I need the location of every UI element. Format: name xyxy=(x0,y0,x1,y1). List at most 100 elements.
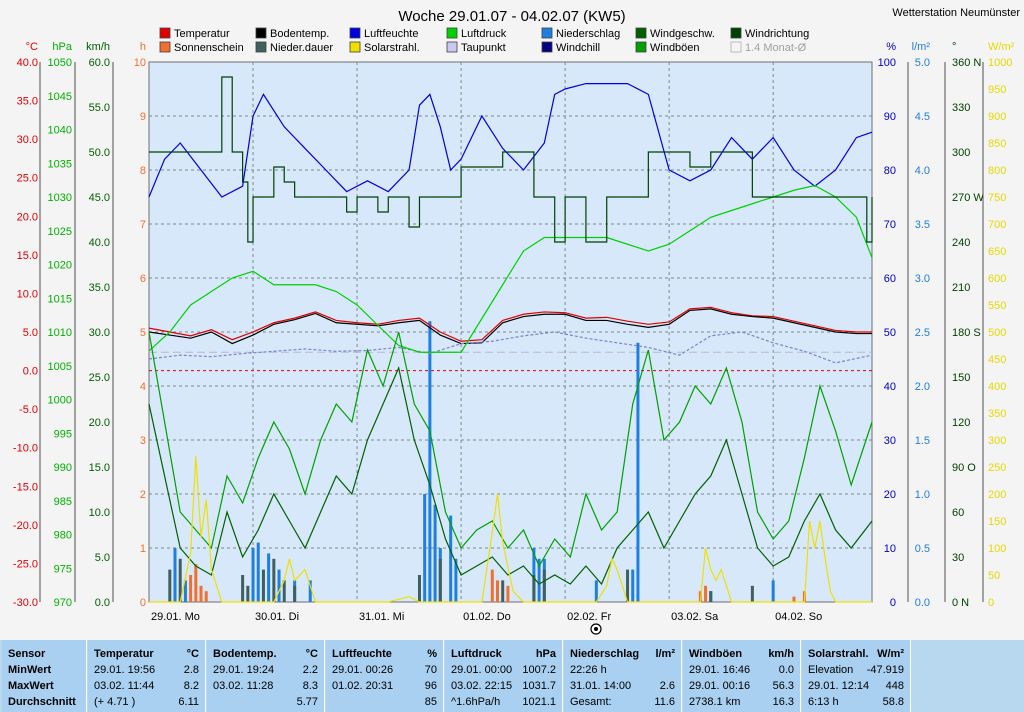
stats-sensor: Windböen xyxy=(689,648,743,660)
stats-header: Solarstrahl. W/m² xyxy=(808,646,904,662)
marker-dot xyxy=(594,627,598,631)
bar xyxy=(168,569,172,602)
axis-tick-label: 240 xyxy=(952,237,970,249)
bar xyxy=(194,564,198,602)
legend-swatch xyxy=(446,27,458,39)
stats-row: Elevation -47.919 xyxy=(808,662,904,678)
stats-cell-value: 11.6 xyxy=(654,696,675,708)
bar xyxy=(251,548,255,602)
axis-tick-label: 1010 xyxy=(48,327,72,339)
legend-swatch xyxy=(159,41,171,53)
axis-unit: h xyxy=(140,41,146,53)
legend-label: Windgeschw. xyxy=(650,28,715,40)
stats-header: Luftfeuchte% xyxy=(332,646,437,662)
stats-header: Temperatur °C xyxy=(94,646,199,662)
axis-tick-label: 1035 xyxy=(48,158,72,170)
stats-cell-value: 16.3 xyxy=(772,696,794,708)
legend-swatch xyxy=(541,41,553,53)
axis-tick-label: 25.0 xyxy=(17,173,38,185)
axis-tick-label: 500 xyxy=(988,327,1006,339)
bar xyxy=(433,504,437,602)
legend-swatch xyxy=(159,27,171,39)
stats-sensor: Sensor xyxy=(8,648,46,660)
stats-cell-value: 96 xyxy=(424,680,437,692)
axis-tick-label: 50 xyxy=(988,570,1000,582)
bar xyxy=(423,494,427,602)
axis-tick-label: 10.0 xyxy=(89,507,110,519)
stats-cell-value: 0.0 xyxy=(778,664,794,676)
stats-cell-value: 58.8 xyxy=(882,696,904,708)
axis-tick-label: 10 xyxy=(134,57,146,69)
stats-cell-label: (+ 4.71 ) xyxy=(94,696,136,708)
stats-row: ^1.6hPa/h 1021.1 xyxy=(451,694,556,710)
stats-cell-value: 2.6 xyxy=(659,680,675,692)
axis-tick-label: 1 xyxy=(140,543,146,555)
stats-row: 22:26 h xyxy=(570,662,675,678)
bar xyxy=(199,585,203,602)
axis-tick-label: 360 N xyxy=(952,57,981,69)
legend-label: Temperatur xyxy=(174,28,230,40)
axis-tick-label: 1015 xyxy=(48,293,72,305)
bar xyxy=(709,591,713,602)
axis-tick-label: 800 xyxy=(988,165,1006,177)
bar xyxy=(267,553,271,602)
axis-tick-label: 4 xyxy=(140,381,146,393)
axis-tick-label: 55.0 xyxy=(89,102,110,114)
axis-tick-label: 0 xyxy=(140,597,146,609)
legend-swatch xyxy=(255,27,267,39)
legend-item: 1.4 Monat-Ø xyxy=(730,41,807,54)
axis-tick-label: 30.0 xyxy=(89,327,110,339)
legend-label: Sonnenschein xyxy=(174,42,244,54)
stats-cell-label: 29.01. 19:56 xyxy=(94,664,156,676)
axis-tick-label: 1005 xyxy=(48,361,72,373)
axis-tick-label: 50.0 xyxy=(89,147,110,159)
axis-tick-label: 0 xyxy=(988,597,994,609)
legend-item: Sonnenschein xyxy=(159,41,244,54)
legend-item: Taupunkt xyxy=(446,41,506,54)
axis-unit: l/m² xyxy=(912,41,931,53)
axis-tick-label: 150 xyxy=(988,516,1006,528)
stats-row: 29.01. 00:16 56.3 xyxy=(689,678,794,694)
axis-tick-label: 40.0 xyxy=(89,237,110,249)
axis-tick-label: 80 xyxy=(884,165,896,177)
stats-row: 31.01. 14:00 2.6 xyxy=(570,678,675,694)
axis-tick-label: 1.5 xyxy=(915,435,930,447)
stats-cell-label: 03.02. 11:44 xyxy=(94,680,155,692)
legend-swatch xyxy=(635,27,647,39)
axis-tick-label: 700 xyxy=(988,219,1006,231)
axis-tick-label: -10.0 xyxy=(13,443,38,455)
stats-header: Windböen km/h xyxy=(689,646,794,662)
bar xyxy=(256,542,260,602)
stats-cell-label: 2738.1 km xyxy=(689,696,741,708)
bar xyxy=(293,585,297,602)
bar xyxy=(750,585,754,602)
axis-rain: l/m² 5.0 4.5 4.0 3.5 3.0 2.5 2.0 1.5 1.0 0.5 0.0 xyxy=(912,41,931,609)
stats-unit: km/h xyxy=(768,648,794,660)
bar xyxy=(506,585,510,602)
legend-label: Taupunkt xyxy=(461,42,506,54)
stats-unit: hPa xyxy=(535,648,556,660)
stats-cell-value: 5.77 xyxy=(296,696,318,708)
stats-panel: Solarstrahl. W/m² Elevation -47.919 29.01. 1… xyxy=(802,640,911,712)
axis-tick-label: 0.5 xyxy=(915,543,930,555)
series-bodentemp xyxy=(148,308,872,345)
axis-tick-label: 1040 xyxy=(48,125,72,137)
axis-tick-label: 200 xyxy=(988,489,1006,501)
stats-row: 03.02. 22:15 1031.7 xyxy=(451,678,556,694)
stats-cell-value: 448 xyxy=(885,680,904,692)
axis-tick-label: 1.0 xyxy=(915,489,930,501)
bar xyxy=(631,569,635,602)
axis-tick-label: 350 xyxy=(988,408,1006,420)
axis-tick-label: 550 xyxy=(988,300,1006,312)
axis-tick-label: 0.0 xyxy=(23,366,38,378)
legend-label: Luftfeuchte xyxy=(364,28,418,40)
legend-item: Nieder.dauer xyxy=(255,41,333,54)
bar xyxy=(272,558,276,602)
weather-chart: 29.01. Mo 30.01. Di 31.01. Mi 01.02. Do 02.0… xyxy=(13,7,1020,635)
bar xyxy=(428,321,432,602)
stats-cell-value: 70 xyxy=(424,664,437,676)
bar xyxy=(308,580,312,602)
axis-tick-label: 4.0 xyxy=(915,165,930,177)
axis-tick-label: 270 W xyxy=(952,192,984,204)
